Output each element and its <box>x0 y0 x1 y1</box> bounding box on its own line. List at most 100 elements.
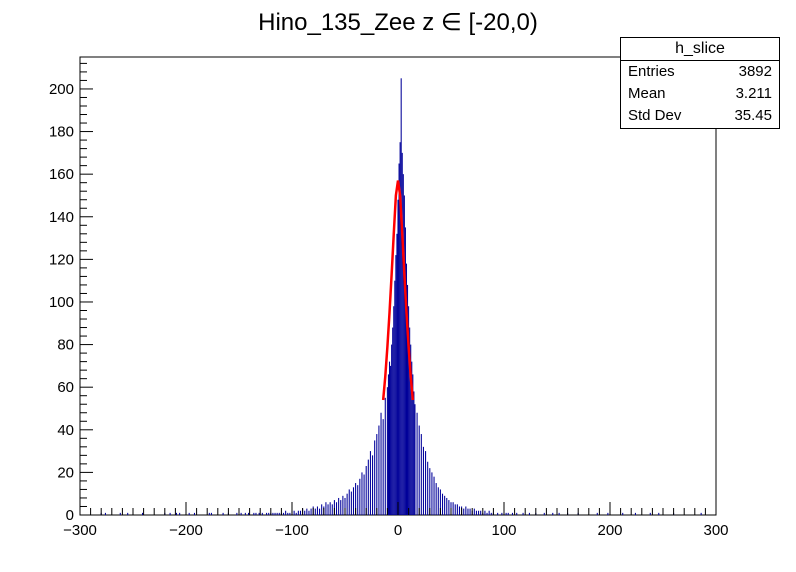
histogram-bin <box>400 78 402 516</box>
histogram-bin <box>222 512 224 515</box>
histogram-bin <box>378 425 380 515</box>
y-tick-label: 80 <box>57 337 74 354</box>
histogram-bin <box>363 474 365 515</box>
histogram-bin <box>403 195 405 515</box>
histogram-bin <box>365 466 367 515</box>
histogram-bin <box>236 512 238 515</box>
histogram-bin <box>310 508 312 515</box>
histogram-bin <box>104 512 106 515</box>
x-tick-label: 200 <box>597 522 622 539</box>
y-tick-label: 40 <box>57 422 74 439</box>
fit-curve <box>381 180 415 401</box>
histogram-bin <box>473 508 475 515</box>
histogram-bin <box>516 512 518 515</box>
histogram-bin <box>511 512 514 515</box>
histogram-bin <box>331 504 333 515</box>
histogram-bin <box>480 510 482 515</box>
histogram-bin <box>376 434 378 515</box>
histogram-bin <box>402 174 404 516</box>
stats-value: 3892 <box>738 63 772 80</box>
histogram-bin <box>444 495 446 515</box>
histogram-bin <box>394 280 396 515</box>
histogram-bin <box>399 142 401 516</box>
histogram-bin <box>240 512 242 515</box>
histogram-bin <box>289 512 291 515</box>
histogram-bin <box>543 512 545 515</box>
histogram-bin <box>490 512 492 515</box>
histogram-bin <box>169 512 171 515</box>
histogram-bin <box>361 472 363 515</box>
y-tick-label: 0 <box>66 507 74 524</box>
histogram-bin <box>382 419 384 515</box>
histogram-bin <box>392 327 394 515</box>
histogram-bin <box>299 510 302 515</box>
histogram-bin <box>335 502 338 515</box>
histogram-bin <box>314 508 316 515</box>
histogram-bin <box>380 412 382 515</box>
histogram-bin <box>431 472 433 515</box>
histogram-bin <box>622 512 624 515</box>
stats-label: Mean <box>628 85 666 102</box>
histogram-bin <box>448 500 450 515</box>
histogram-bin <box>467 508 469 515</box>
histogram-bin <box>501 512 503 515</box>
x-axis: −300 −200 −100 0 100 200 300 <box>63 502 729 539</box>
stats-label: Std Dev <box>628 107 682 124</box>
histogram-bin <box>308 510 310 515</box>
histogram-bin <box>416 412 418 515</box>
histogram-bin <box>393 306 395 515</box>
histogram-bin <box>272 512 274 515</box>
histogram-bin <box>342 495 344 515</box>
histogram-bin <box>497 512 499 515</box>
stats-value: 35.45 <box>734 107 772 124</box>
y-tick-label: 120 <box>49 251 74 268</box>
histogram-bin <box>390 365 392 515</box>
x-tick-label: −100 <box>275 522 309 539</box>
histogram-bin <box>429 468 431 515</box>
histogram-bin <box>397 199 399 515</box>
histogram-bin <box>412 374 414 515</box>
histogram-bin <box>454 504 456 515</box>
histogram-bin <box>439 489 441 515</box>
histogram-bin <box>278 512 280 515</box>
histogram-bin <box>352 487 355 515</box>
histogram-bin <box>355 483 357 515</box>
histogram-bin <box>405 263 408 515</box>
histogram-bin <box>258 512 260 515</box>
histogram-bin <box>649 512 651 515</box>
stats-value: 3.211 <box>735 85 772 102</box>
stats-row-stddev: Std Dev 35.45 <box>621 105 779 127</box>
histogram-bin <box>408 306 410 515</box>
histogram-bin <box>469 508 471 515</box>
histogram-bin <box>401 152 403 515</box>
histogram-bin <box>446 497 448 515</box>
histogram-bin <box>475 510 477 515</box>
histogram-bin <box>369 451 371 515</box>
histogram-bin <box>607 512 609 515</box>
histogram-bin <box>384 397 386 515</box>
histogram-bin <box>441 493 444 515</box>
histogram-bin <box>522 512 524 515</box>
histogram-bin <box>367 459 369 515</box>
histogram-bin <box>346 493 348 515</box>
x-tick-label: 100 <box>491 522 516 539</box>
histogram-bin <box>634 512 636 515</box>
histogram-bin <box>488 510 490 515</box>
histogram-bin <box>193 512 196 515</box>
y-tick-label: 200 <box>49 81 74 98</box>
histogram-bin <box>340 500 342 515</box>
histogram-bin <box>391 344 393 515</box>
histogram-bin <box>261 512 263 515</box>
y-tick-label: 100 <box>49 294 74 311</box>
x-tick-label: −200 <box>169 522 203 539</box>
histogram-bin <box>306 508 308 515</box>
histogram-bin <box>398 163 400 515</box>
histogram-bin <box>486 512 488 515</box>
histogram-bin <box>465 506 467 515</box>
histogram-bin <box>274 512 276 515</box>
histogram-bin <box>295 512 297 515</box>
stats-row-entries: Entries 3892 <box>621 61 779 83</box>
histogram-bin <box>268 512 270 515</box>
histogram-bin <box>372 455 374 515</box>
